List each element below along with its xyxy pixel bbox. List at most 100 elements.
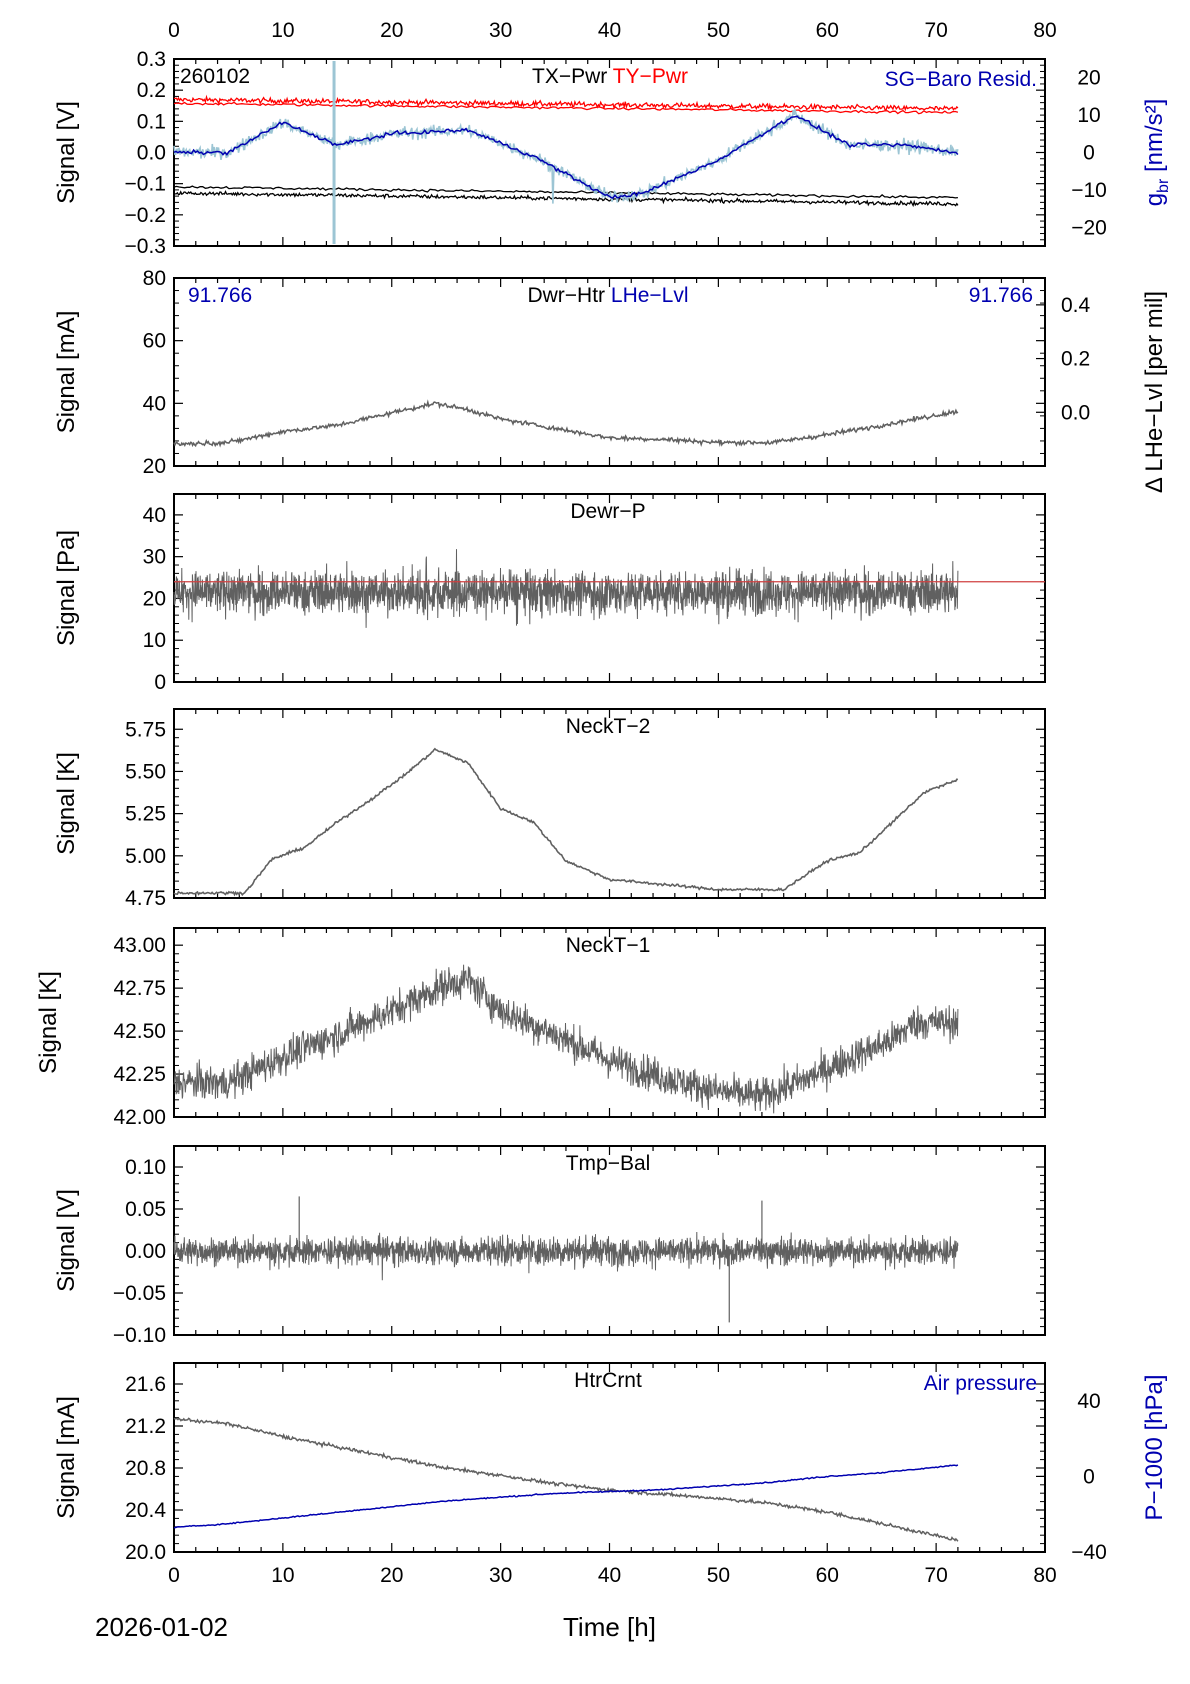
x-tick-label: 80 (1033, 1564, 1056, 1587)
x-tick-label: 60 (816, 1564, 839, 1587)
y-tick-label: 0.1 (137, 110, 166, 133)
y-tick-label: 10 (143, 629, 166, 652)
y-tick-label: −0.1 (125, 173, 166, 196)
panel-title: Dwr−Htr LHe−Lvl (527, 284, 688, 307)
y2-tick-label: 0.0 (1061, 401, 1090, 424)
y-tick-label: 43.00 (113, 934, 166, 957)
panel-title: Dewr−P (570, 500, 645, 523)
x-tick-label: 70 (924, 19, 947, 42)
y-tick-label: −0.05 (113, 1282, 166, 1305)
x-tick-label: 20 (380, 1564, 403, 1587)
series-baro-resid-raw (173, 107, 959, 204)
panel-title: NeckT−2 (566, 715, 651, 738)
y-tick-label: 0.05 (125, 1198, 166, 1221)
y-tick-label: 4.75 (125, 887, 166, 910)
y-tick-label: −0.2 (125, 204, 166, 227)
series-htrcrnt (173, 1417, 959, 1542)
y2-tick-label: 0 (1083, 142, 1095, 165)
y-tick-label: 20.8 (125, 1457, 166, 1480)
x-tick-label: 10 (271, 19, 294, 42)
y-tick-label: 80 (143, 267, 166, 290)
y-tick-label: 42.50 (113, 1020, 166, 1043)
y-tick-label: 42.25 (113, 1063, 166, 1086)
y-tick-label: 60 (143, 330, 166, 353)
series-ty-pwr (173, 94, 959, 112)
series-neckt-1 (173, 964, 959, 1114)
y-tick-label: 0.2 (137, 79, 166, 102)
x-tick-label: 10 (271, 1564, 294, 1587)
series-dwr-htr (173, 399, 959, 448)
x-tick-label: 40 (598, 1564, 621, 1587)
y-tick-label: 40 (143, 392, 166, 415)
x-tick-label: 20 (380, 19, 403, 42)
y2-tick-label: 0 (1083, 1465, 1095, 1488)
y2-tick-label: 0.2 (1061, 348, 1090, 371)
lhe-end-value: 91.766 (969, 284, 1033, 307)
x-tick-label: 30 (489, 1564, 512, 1587)
y-tick-label: 21.2 (125, 1415, 166, 1438)
x-tick-label: 40 (598, 19, 621, 42)
y-axis-label: Signal [mA] (53, 311, 80, 434)
tag-label: 260102 (180, 65, 250, 88)
y2-axis-label: gbr [nm/s²] (1141, 99, 1172, 207)
y-tick-label: −0.10 (113, 1324, 166, 1347)
y-tick-label: 42.75 (113, 977, 166, 1000)
y-tick-label: 0.00 (125, 1240, 166, 1263)
series-air-pressure (173, 1464, 959, 1529)
y-tick-label: 20.0 (125, 1541, 166, 1564)
y2-tick-label: 0.4 (1061, 294, 1091, 317)
panel-title-right: SG−Baro Resid. (885, 68, 1037, 91)
panel-title: NeckT−1 (566, 934, 651, 957)
y2-tick-label: −40 (1071, 1541, 1107, 1564)
y2-tick-label: −10 (1071, 179, 1107, 202)
x-tick-label: 80 (1033, 19, 1056, 42)
y-axis-label: Signal [Pa] (53, 530, 80, 646)
y-tick-label: 0.10 (125, 1156, 166, 1179)
panel-title: TX−Pwr TY−Pwr (532, 65, 688, 88)
panel-title: Tmp−Bal (566, 1152, 651, 1175)
x-tick-label: 50 (707, 1564, 730, 1587)
y-tick-label: 0.3 (137, 48, 166, 71)
y-tick-label: 20.4 (125, 1499, 166, 1522)
y2-tick-label: 40 (1077, 1390, 1100, 1413)
series-tx-pwr-2 (173, 185, 958, 199)
x-tick-label: 0 (168, 1564, 180, 1587)
lhe-start-value: 91.766 (188, 284, 252, 307)
y-tick-label: 42.00 (113, 1106, 166, 1129)
y-tick-label: 30 (143, 546, 166, 569)
x-tick-label: 50 (707, 19, 730, 42)
y2-tick-label: 20 (1077, 67, 1100, 90)
y-axis-label: Signal [K] (53, 752, 80, 855)
y-tick-label: 0 (154, 671, 166, 694)
y-tick-label: 0.0 (137, 142, 166, 165)
series-ty-pwr-2 (173, 101, 959, 115)
y-tick-label: 5.00 (125, 845, 166, 868)
y2-tick-label: −20 (1071, 216, 1107, 239)
y-axis-label: Signal [K] (35, 971, 62, 1074)
y-tick-label: 20 (143, 455, 166, 478)
series-dewr-p (173, 549, 959, 628)
y-axis-label: Signal [V] (53, 101, 80, 204)
y-axis-label: Signal [V] (53, 1189, 80, 1292)
series-tx-pwr (173, 190, 959, 208)
y-tick-label: 5.50 (125, 760, 166, 783)
y-axis-label: Signal [mA] (53, 1396, 80, 1519)
y2-axis-label: Δ LHe−Lvl [per mil] (1141, 291, 1168, 493)
x-tick-label: 70 (924, 1564, 947, 1587)
y2-tick-label: 10 (1077, 104, 1100, 127)
x-axis-label: Time [h] (563, 1612, 656, 1642)
y-tick-label: −0.3 (125, 235, 166, 258)
y-tick-label: 5.25 (125, 803, 166, 826)
x-tick-label: 60 (816, 19, 839, 42)
panel-title: HtrCrnt (574, 1369, 642, 1392)
panel-title-right: Air pressure (924, 1372, 1037, 1395)
series-tmp-bal (173, 1231, 959, 1281)
y-tick-label: 5.75 (125, 718, 166, 741)
series-baro-resid (173, 115, 959, 199)
y-tick-label: 21.6 (125, 1373, 166, 1396)
x-tick-label: 0 (168, 19, 180, 42)
date-label: 2026-01-02 (95, 1612, 228, 1642)
series-neckt-2 (173, 747, 959, 897)
x-tick-label: 30 (489, 19, 512, 42)
